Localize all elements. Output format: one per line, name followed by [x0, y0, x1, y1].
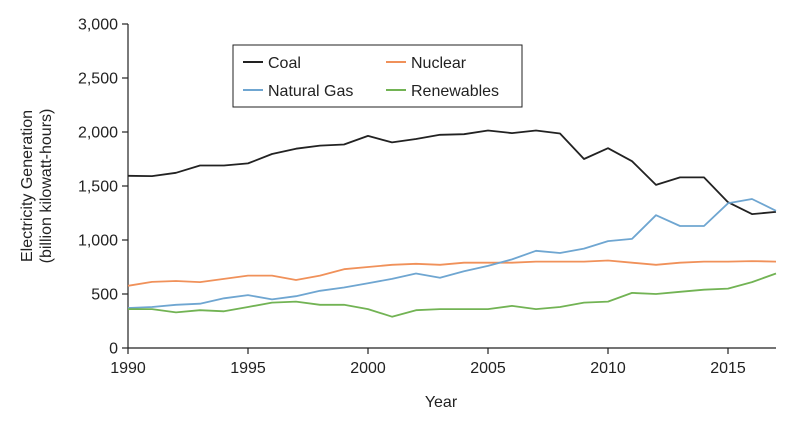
- legend: Coal Nuclear Natural Gas Renewables: [232, 44, 523, 108]
- series-line-nuclear: [127, 259, 777, 287]
- y-tick-label: 2,000: [78, 125, 118, 142]
- y-tick-label: 1,000: [78, 233, 118, 250]
- y-tick-label: 500: [91, 287, 118, 304]
- legend-label-natural-gas: Natural Gas: [268, 83, 353, 100]
- legend-box: [232, 44, 523, 108]
- x-tick-label: 1990: [110, 360, 146, 377]
- x-tick-label: 2005: [470, 360, 506, 377]
- y-tick-label: 1,500: [78, 179, 118, 196]
- axes: 0 500 1,000 1,500 2,000 2,500 3,000 1990 1995 200…: [78, 17, 776, 377]
- legend-label-nuclear: Nuclear: [411, 55, 467, 72]
- x-axis-title: Year: [425, 394, 458, 411]
- x-tick-label: 1995: [230, 360, 266, 377]
- x-tick-label: 2010: [590, 360, 626, 377]
- legend-label-renewables: Renewables: [411, 83, 499, 100]
- series-line-coal: [127, 129, 777, 216]
- legend-label-coal: Coal: [268, 55, 301, 72]
- series-line-natural-gas: [127, 198, 777, 309]
- x-tick-label: 2015: [710, 360, 746, 377]
- series-line-renewables: [128, 272, 777, 318]
- y-tick-label: 2,500: [78, 71, 118, 88]
- y-axis-title-line1: Electricity Generation: [19, 110, 36, 262]
- y-tick-label: 0: [109, 341, 118, 358]
- x-tick-label: 2000: [350, 360, 386, 377]
- y-tick-label: 3,000: [78, 17, 118, 34]
- series-group: [127, 129, 777, 318]
- y-axis-title-line2: (billion kilowatt-hours): [38, 109, 55, 264]
